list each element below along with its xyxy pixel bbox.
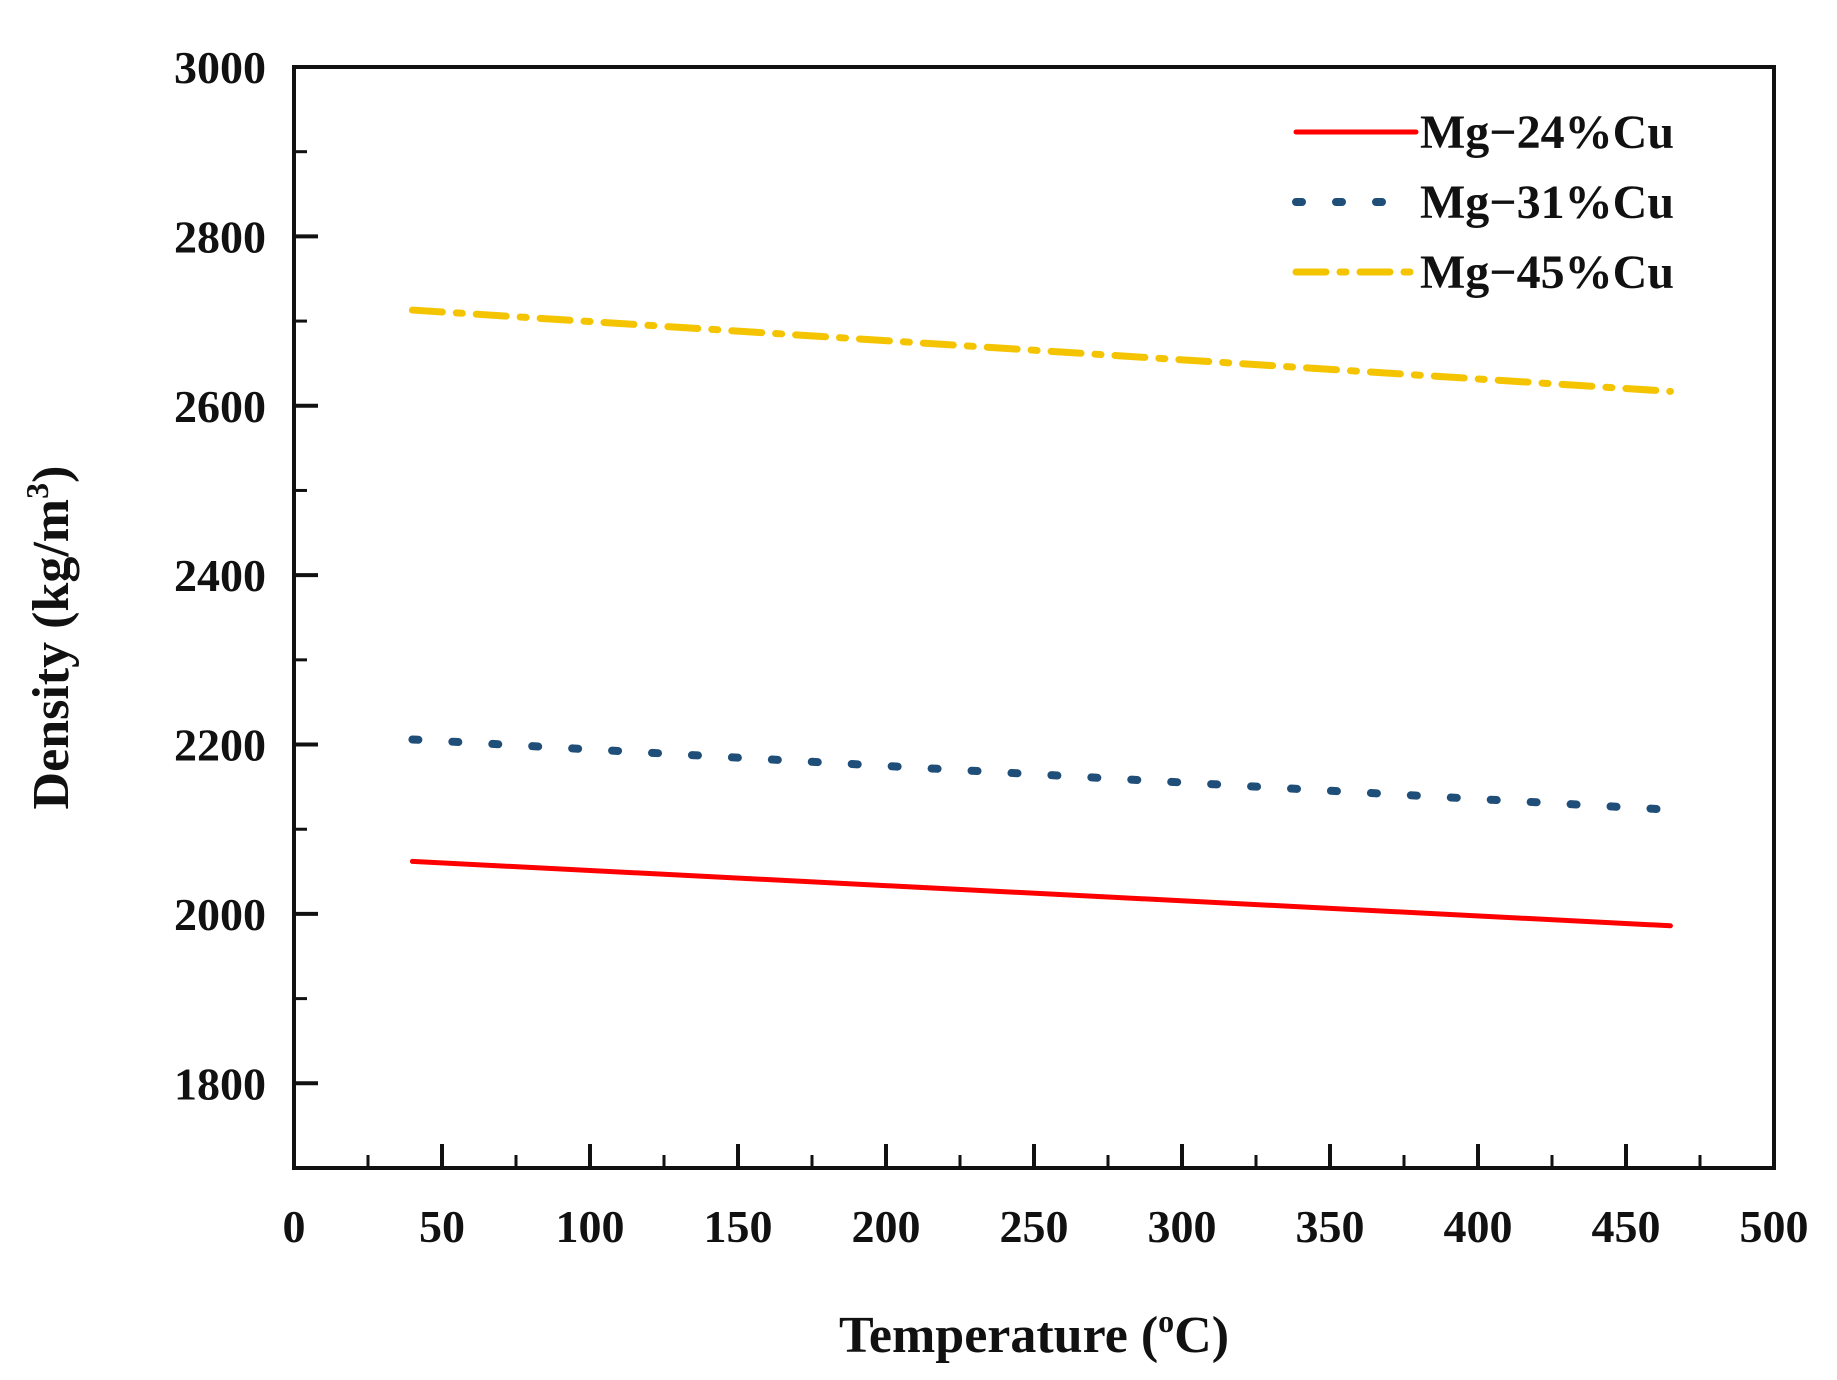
series-line-2 <box>408 306 1674 395</box>
legend-label: Mg−31%Cu <box>1420 176 1674 229</box>
x-tick-label: 300 <box>1148 1201 1217 1252</box>
legend: Mg−24%Cu Mg−31%Cu Mg−45%Cu <box>1292 106 1674 299</box>
y-axis-title: Density (kg/m3) <box>19 466 80 810</box>
x-tick-label: 500 <box>1740 1201 1809 1252</box>
y-tick-label: 2000 <box>174 889 266 940</box>
y-axis: 1800 2000 2200 2400 2600 2800 3000 <box>174 42 318 1109</box>
legend-label: Mg−24%Cu <box>1420 106 1674 159</box>
x-tick-label: 350 <box>1296 1201 1365 1252</box>
legend-item: Mg−31%Cu <box>1292 176 1674 229</box>
x-tick-label: 200 <box>852 1201 921 1252</box>
y-tick-label: 2400 <box>174 550 266 601</box>
x-tick-label: 150 <box>704 1201 773 1252</box>
series-layer <box>408 306 1675 929</box>
x-tick-label: 400 <box>1444 1201 1513 1252</box>
y-tick-label: 2600 <box>174 381 266 432</box>
x-tick-label: 0 <box>283 1201 306 1252</box>
plot-frame <box>292 65 1776 1170</box>
x-tick-label: 100 <box>556 1201 625 1252</box>
x-tick-label: 50 <box>419 1201 465 1252</box>
legend-label: Mg−45%Cu <box>1420 246 1674 299</box>
y-tick-label: 2800 <box>174 211 266 262</box>
series-line-1 <box>408 735 1675 814</box>
series-line-0 <box>409 858 1673 929</box>
x-axis: 0 50 100 150 200 250 300 350 400 450 500 <box>283 1144 1809 1252</box>
y-tick-label: 3000 <box>174 42 266 93</box>
y-tick-label: 1800 <box>174 1058 266 1109</box>
x-tick-label: 250 <box>1000 1201 1069 1252</box>
legend-item: Mg−24%Cu <box>1293 106 1674 159</box>
legend-item: Mg−45%Cu <box>1292 246 1674 299</box>
x-axis-title: Temperature (oC) <box>839 1303 1229 1364</box>
y-tick-label: 2200 <box>174 720 266 771</box>
x-tick-label: 450 <box>1592 1201 1661 1252</box>
